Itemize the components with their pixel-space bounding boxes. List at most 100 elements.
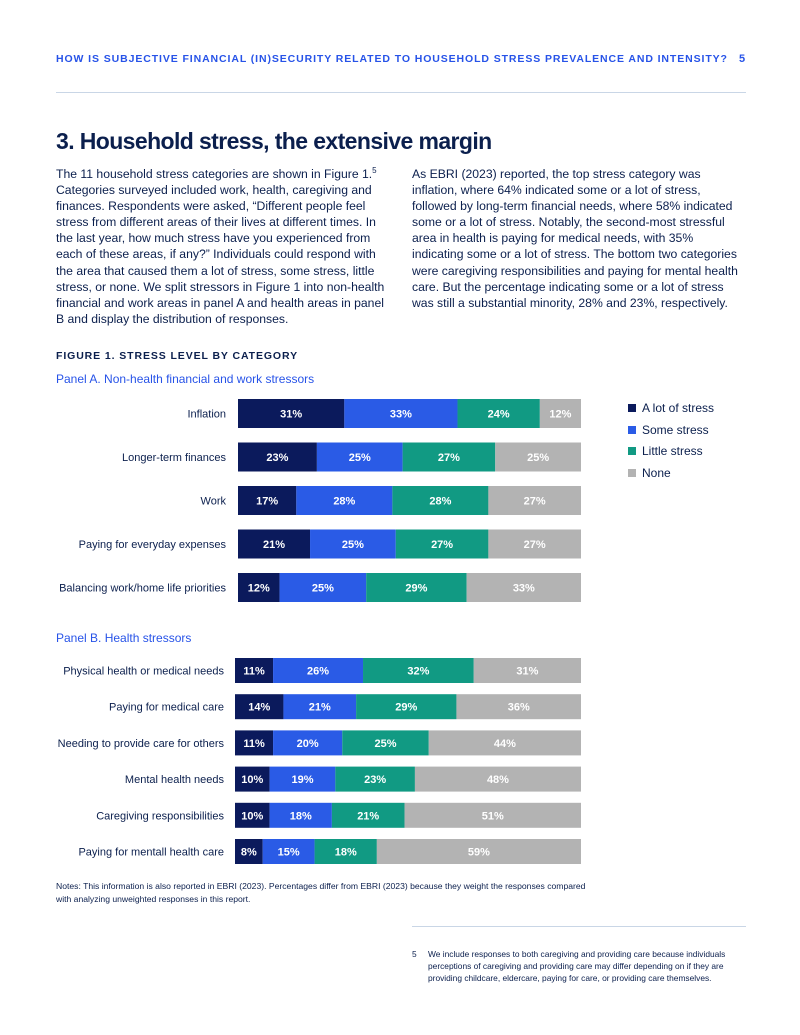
data-label: 14% [248, 702, 270, 714]
left-paragraph-text-b: Categories surveyed included work, healt… [56, 183, 385, 326]
footnote-number: 5 [412, 949, 417, 959]
bar-segment [404, 802, 581, 828]
category-label: Mental health needs [125, 774, 225, 786]
footnote-divider [412, 926, 746, 927]
bar-segment [457, 399, 540, 428]
bar-segment [273, 730, 343, 756]
bar-segment [495, 442, 581, 472]
bar-segment [316, 442, 403, 472]
legend-item: Little stress [628, 440, 714, 462]
data-label: 21% [263, 539, 285, 551]
footnote: 5 We include responses to both caregivin… [412, 948, 748, 984]
category-label: Paying for mentall health care [78, 847, 224, 859]
category-label: Paying for everyday expenses [79, 539, 227, 551]
left-paragraph: The 11 household stress categories are s… [56, 166, 388, 327]
bar-segment [376, 839, 581, 864]
data-label: 15% [278, 847, 300, 859]
running-title: HOW IS SUBJECTIVE FINANCIAL (IN)SECURITY… [56, 53, 728, 65]
chart-legend: A lot of stress Some stress Little stress N… [628, 397, 714, 484]
data-label: 29% [395, 702, 417, 714]
data-label: 28% [429, 496, 451, 508]
data-label: 32% [407, 666, 429, 678]
bar-segment [269, 802, 332, 828]
legend-label: Some stress [642, 422, 709, 437]
legend-label: None [642, 465, 671, 480]
category-label: Inflation [187, 409, 226, 421]
data-label: 31% [516, 666, 538, 678]
legend-item: Some stress [628, 419, 714, 441]
bar-segment [238, 399, 345, 428]
right-paragraph: As EBRI (2023) reported, the top stress … [412, 167, 738, 310]
bar-segment [238, 529, 311, 559]
data-label: 10% [241, 774, 263, 786]
bar-segment [473, 658, 581, 683]
bar-segment [235, 694, 284, 720]
data-label: 10% [241, 810, 263, 822]
data-label: 33% [513, 583, 535, 595]
bar-segment [402, 442, 496, 472]
data-label: 29% [405, 583, 427, 595]
data-label: 25% [527, 452, 549, 464]
data-label: 18% [335, 847, 357, 859]
header-divider [56, 92, 746, 93]
data-label: 18% [290, 810, 312, 822]
data-label: 27% [431, 539, 453, 551]
data-label: 25% [312, 583, 334, 595]
bar-segment [262, 839, 315, 864]
data-label: 36% [508, 702, 530, 714]
data-label: 27% [524, 496, 546, 508]
data-label: 12% [549, 409, 571, 421]
data-label: 28% [333, 496, 355, 508]
footnote-ref: 5 [372, 165, 377, 175]
bar-segment [283, 694, 357, 720]
data-label: 48% [487, 774, 509, 786]
bar-segment [335, 766, 415, 792]
bar-segment [269, 766, 336, 792]
footnote-text: We include responses to both caregiving … [428, 949, 726, 983]
data-label: 11% [243, 738, 265, 750]
section-title: 3. Household stress, the extensive margi… [56, 128, 492, 154]
data-label: 31% [280, 409, 302, 421]
data-label: 26% [307, 666, 329, 678]
legend-swatch [628, 403, 636, 412]
category-label: Physical health or medical needs [63, 666, 224, 678]
bar-segment [238, 573, 280, 602]
data-label: 27% [524, 539, 546, 551]
bar-segment [395, 529, 489, 559]
category-label: Balancing work/home life priorities [59, 583, 226, 595]
data-label: 23% [364, 774, 386, 786]
data-label: 25% [342, 539, 364, 551]
bar-segment [238, 442, 317, 472]
legend-item: A lot of stress [628, 397, 714, 419]
page-number: 5 [738, 53, 746, 65]
bar-segment [310, 529, 396, 559]
data-label: 11% [243, 666, 265, 678]
left-paragraph-text-a: The 11 household stress categories are s… [56, 167, 373, 181]
data-label: 20% [297, 738, 319, 750]
bar-segment [235, 766, 270, 792]
data-label: 17% [256, 496, 278, 508]
data-label: 27% [438, 452, 460, 464]
bar-segment [235, 730, 274, 756]
bar-segment [363, 658, 474, 683]
data-label: 8% [241, 847, 257, 859]
bar-segment [314, 839, 377, 864]
legend-swatch [628, 468, 636, 477]
bar-segment [488, 529, 581, 559]
bar-segment [392, 486, 489, 515]
data-label: 25% [374, 738, 396, 750]
figure-notes: Notes: This information is also reported… [56, 881, 586, 904]
legend-label: Little stress [642, 444, 703, 459]
data-label: 21% [357, 810, 379, 822]
bar-segment [238, 486, 297, 515]
bar-segment [235, 802, 270, 828]
bar-segment [356, 694, 457, 720]
bar-segment [296, 486, 393, 515]
category-label: Work [201, 496, 227, 508]
bar-segment [466, 573, 581, 602]
bar-segment [428, 730, 581, 756]
panel-b-title: Panel B. Health stressors [56, 631, 192, 645]
bar-segment [414, 766, 581, 792]
bar-segment [235, 839, 263, 864]
